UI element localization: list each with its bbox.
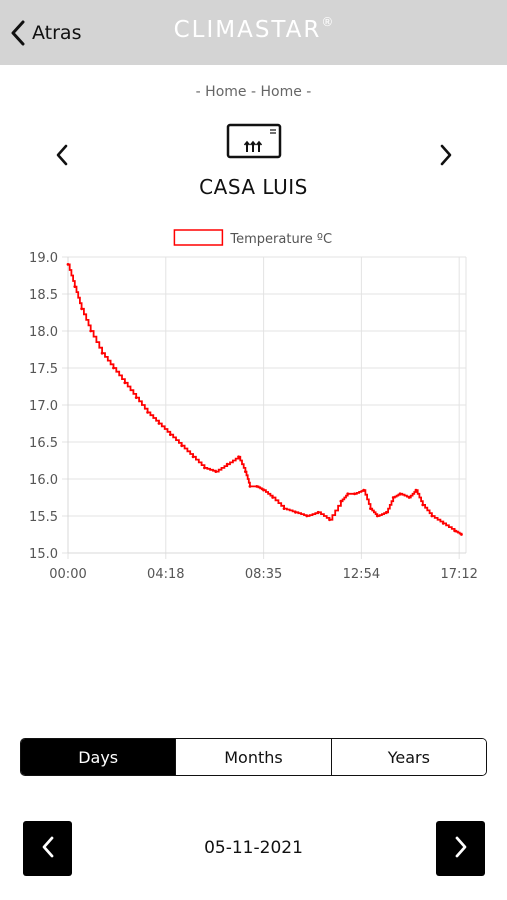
legend-label: Temperature ºC	[229, 232, 332, 247]
x-tick-label: 00:00	[49, 567, 86, 582]
top-bar: Atras CLIMASTAR®	[0, 0, 507, 65]
previous-date-button[interactable]	[23, 821, 72, 876]
breadcrumb: - Home - Home -	[195, 84, 312, 100]
next-device-button[interactable]	[431, 140, 461, 174]
data-point	[339, 499, 343, 503]
y-tick-label: 16.5	[29, 436, 58, 451]
temperature-line	[68, 263, 463, 535]
data-point	[80, 307, 84, 311]
y-tick-label: 17.5	[29, 362, 58, 377]
data-point	[243, 470, 247, 473]
data-point	[453, 529, 457, 533]
y-tick-label: 16.0	[29, 473, 58, 488]
data-point	[89, 329, 93, 333]
tab-days[interactable]: Days	[21, 739, 176, 775]
data-point	[346, 492, 350, 496]
data-point	[414, 488, 418, 492]
device-name: CASA LUIS	[199, 175, 308, 199]
legend-swatch	[173, 229, 224, 246]
back-label: Atras	[32, 22, 82, 44]
data-point	[112, 366, 115, 370]
data-point	[362, 488, 366, 492]
data-point	[203, 466, 206, 470]
chevron-left-icon	[40, 835, 56, 863]
data-point	[391, 496, 395, 499]
data-point	[225, 462, 229, 466]
data-point	[73, 285, 77, 288]
data-point	[191, 455, 195, 459]
data-point	[441, 522, 445, 525]
temperature-chart: 15.0 15.5 16.0 16.5 17.0 17.5 18.0 18.5 19.0 00:0…	[0, 220, 507, 590]
data-point	[180, 444, 184, 448]
brand-name: CLIMASTAR	[173, 17, 322, 43]
data-point	[168, 433, 172, 436]
data-point	[369, 507, 372, 510]
brand-logo: CLIMASTAR®	[0, 15, 507, 43]
data-point	[146, 411, 150, 414]
x-tick-label: 12:54	[343, 567, 380, 582]
back-button[interactable]: Atras	[10, 16, 81, 50]
data-point	[262, 488, 265, 492]
y-tick-label: 18.0	[29, 325, 58, 340]
current-date: 05-11-2021	[204, 838, 303, 858]
y-tick-label: 18.5	[29, 288, 58, 303]
data-point	[316, 510, 320, 514]
tab-years[interactable]: Years	[330, 739, 486, 775]
next-date-button[interactable]	[436, 821, 485, 876]
chevron-left-icon	[54, 143, 70, 171]
data-point	[305, 514, 309, 518]
data-point	[294, 510, 297, 514]
heater-device-icon	[226, 123, 284, 159]
data-point	[328, 518, 331, 522]
chevron-left-icon	[10, 20, 26, 46]
data-point	[282, 507, 286, 510]
data-point	[255, 485, 259, 488]
data-point	[353, 492, 356, 496]
data-point	[460, 533, 463, 536]
brand-registered-mark: ®	[321, 15, 334, 29]
x-tick-label: 17:12	[440, 567, 477, 582]
chevron-right-icon	[438, 143, 454, 171]
data-point	[123, 381, 127, 385]
period-selector: Days Months Years	[20, 738, 487, 776]
tab-months[interactable]: Months	[175, 739, 331, 775]
data-point	[271, 496, 275, 499]
data-point	[214, 470, 218, 473]
data-point	[421, 503, 425, 507]
y-tick-label: 15.5	[29, 510, 58, 525]
data-point	[407, 496, 411, 499]
x-tick-label: 08:35	[245, 567, 282, 582]
chevron-right-icon	[453, 835, 469, 863]
y-tick-label: 19.0	[29, 251, 58, 266]
data-point	[385, 510, 388, 514]
data-point	[398, 492, 402, 496]
data-point	[157, 422, 161, 425]
x-tick-label: 04:18	[147, 567, 184, 582]
data-point	[134, 396, 138, 399]
data-point	[66, 263, 70, 266]
chart-svg: 15.0 15.5 16.0 16.5 17.0 17.5 18.0 18.5 19.0 00:0…	[29, 229, 478, 582]
data-point	[248, 485, 252, 488]
y-tick-label: 15.0	[29, 547, 58, 562]
previous-device-button[interactable]	[47, 140, 77, 174]
data-point	[237, 455, 240, 459]
data-point	[430, 514, 434, 518]
data-point	[375, 514, 379, 518]
y-tick-label: 17.0	[29, 399, 58, 414]
data-point	[100, 351, 104, 355]
